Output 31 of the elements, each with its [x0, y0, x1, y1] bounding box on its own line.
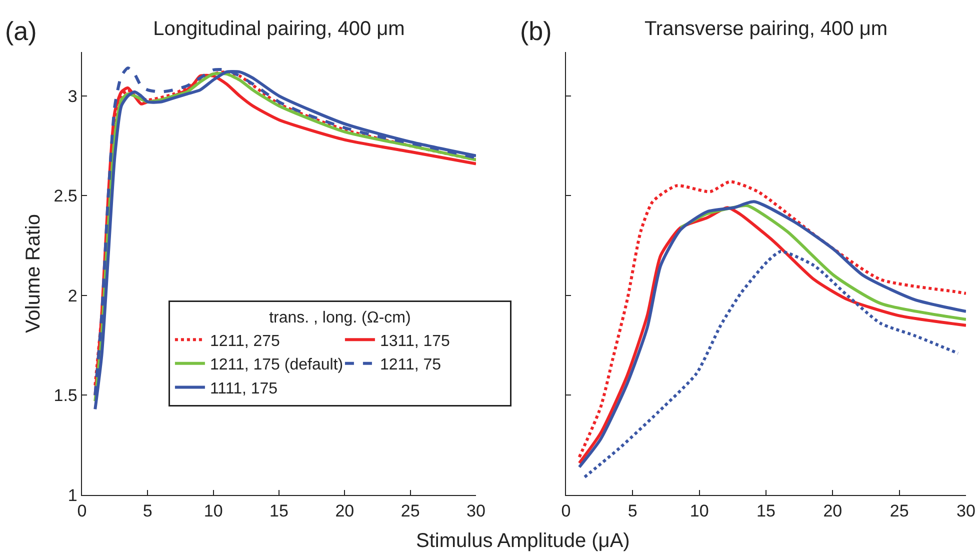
x-tick-label: 15	[270, 502, 288, 521]
legend-label: 1311, 175	[380, 332, 450, 350]
legend-label: 1111, 175	[210, 380, 278, 398]
x-tick-label: 10	[204, 502, 223, 521]
x-tick-label: 25	[400, 502, 420, 521]
y-tick-label: 2.5	[54, 186, 78, 206]
x-tick-label: 30	[466, 502, 486, 521]
y-tick-label: 3	[68, 86, 78, 106]
y-tick-label: 2	[68, 286, 78, 306]
legend-label: 1211, 75	[380, 356, 442, 374]
y-tick-label: 1.5	[54, 386, 78, 406]
x-tick-label: 0	[561, 502, 571, 521]
chart-title: Longitudinal pairing, 400 μm	[153, 18, 405, 40]
x-axis-title: Stimulus Amplitude (μA)	[416, 530, 630, 552]
text: (a)	[5, 16, 37, 46]
chart-title: Transverse pairing, 400 μm	[644, 18, 888, 40]
y-tick-label: 1	[68, 486, 78, 505]
legend-label: 1211, 275	[210, 332, 280, 350]
x-tick-label: 20	[335, 502, 354, 521]
x-tick-label: 10	[690, 502, 709, 521]
x-tick-label: 15	[756, 502, 776, 521]
x-tick-label: 25	[890, 502, 909, 521]
x-tick-label: 30	[956, 502, 976, 521]
text: (b)	[520, 16, 552, 46]
legend-title: trans. , long. (Ω-cm)	[269, 310, 411, 327]
y-axis-title: Volume Ratio	[22, 214, 44, 333]
x-tick-label: 20	[823, 502, 842, 521]
x-tick-label: 5	[628, 502, 638, 521]
x-tick-label: 5	[142, 502, 152, 521]
legend-label: 1211, 175 (default)	[210, 356, 344, 374]
x-tick-label: 0	[77, 502, 87, 521]
